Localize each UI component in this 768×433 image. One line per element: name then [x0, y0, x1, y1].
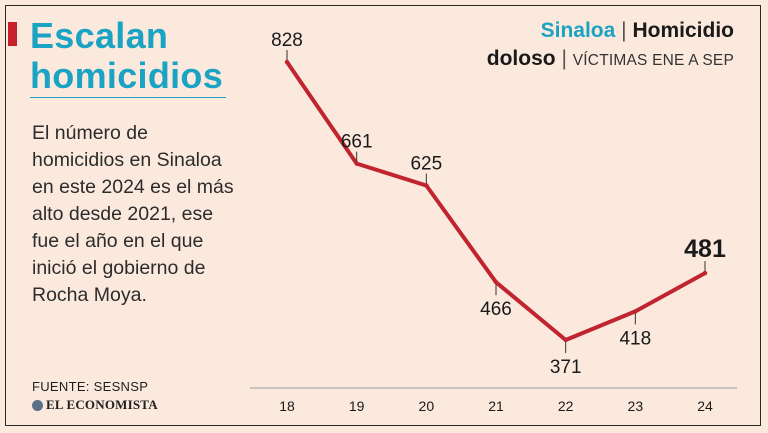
x-tick-label: 22 — [558, 398, 574, 414]
data-label: 481 — [684, 235, 726, 263]
data-point — [563, 337, 568, 343]
data-point — [493, 280, 499, 285]
body-text: El número de homicidios en Sinaloa en es… — [32, 122, 234, 306]
data-label: 661 — [341, 132, 373, 153]
data-label: 418 — [619, 328, 651, 349]
x-tick-label: 23 — [628, 398, 644, 414]
data-point — [424, 183, 429, 188]
accent-bar — [8, 22, 17, 46]
chart-header-line-2: doloso | VÍCTIMAS ENE A SEP — [487, 45, 734, 75]
data-label: 828 — [271, 30, 303, 51]
chart-separator-2: | — [561, 47, 567, 70]
data-point — [354, 161, 359, 166]
data-point — [633, 309, 638, 314]
chart-subtitle: VÍCTIMAS ENE A SEP — [572, 52, 734, 69]
data-label: 371 — [550, 357, 582, 378]
chart-topic-b: doloso — [486, 47, 556, 70]
chart-state: Sinaloa — [540, 19, 616, 42]
x-tick-label: 21 — [488, 398, 504, 414]
chart-header: Sinaloa | Homicidio doloso | VÍCTIMAS EN… — [487, 17, 734, 75]
headline-rule — [30, 97, 226, 98]
chart-topic-a: Homicidio — [632, 19, 734, 42]
logo-mark-icon — [32, 399, 43, 411]
data-point — [702, 270, 708, 276]
chart-separator-1: | — [621, 19, 627, 42]
data-label: 625 — [410, 153, 442, 174]
x-tick-label: 18 — [279, 398, 295, 414]
x-tick-label: 19 — [349, 398, 365, 414]
data-label: 466 — [480, 299, 512, 320]
x-tick-label: 24 — [697, 398, 713, 414]
logo-text: EL ECONOMISTA — [46, 397, 158, 412]
figure-frame — [5, 5, 761, 426]
chart-header-line-1: Sinaloa | Homicidio — [487, 17, 734, 45]
x-tick-label: 20 — [419, 398, 435, 414]
headline-line-1: Escalan — [30, 15, 169, 56]
headline-line-2: homicidios — [30, 55, 224, 96]
headline: Escalan homicidios — [30, 16, 223, 96]
data-point — [284, 59, 290, 65]
publisher-logo: EL ECONOMISTA — [32, 397, 158, 413]
source-note: FUENTE: SESNSP — [32, 379, 149, 394]
